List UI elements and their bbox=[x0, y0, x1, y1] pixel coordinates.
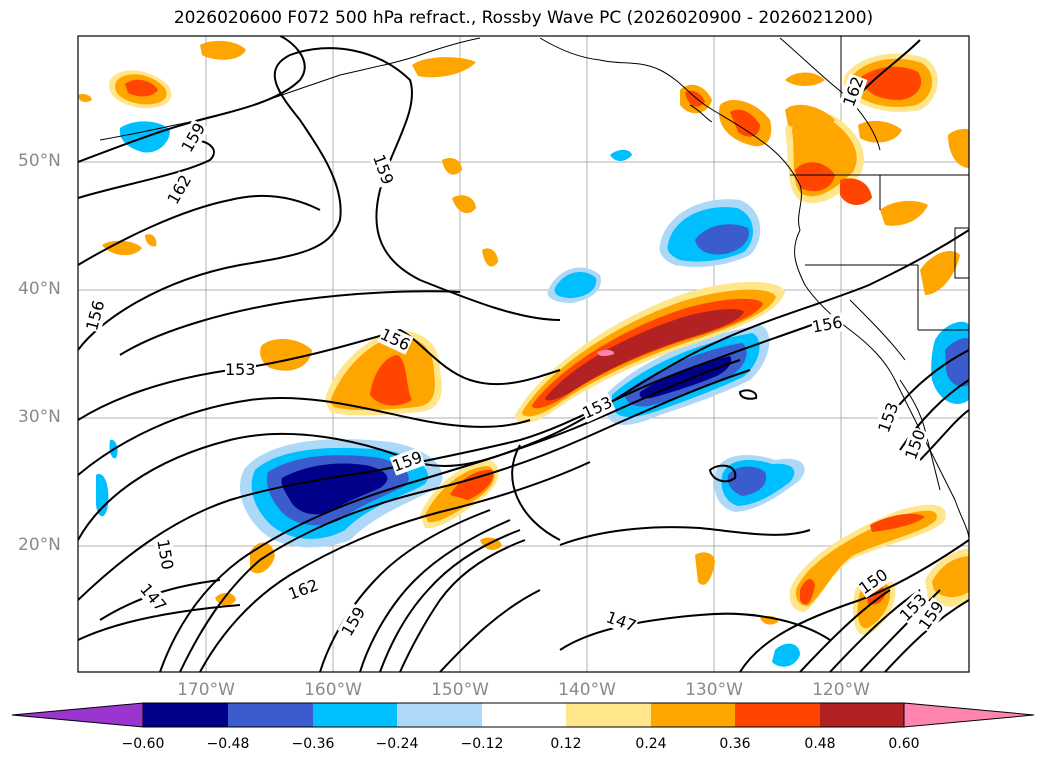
map-frame bbox=[77, 35, 970, 673]
colorbar-under-arrow bbox=[11, 702, 144, 728]
colorbar-tick: 0.48 bbox=[804, 736, 836, 752]
colorbar-tick: 0.60 bbox=[888, 736, 920, 752]
colorbar-tick: 0.12 bbox=[550, 736, 582, 752]
colorbar-tick: 0.36 bbox=[719, 736, 751, 752]
colorbar-tick: 0.24 bbox=[635, 736, 667, 752]
lat-label: 40°N bbox=[18, 279, 61, 299]
lon-label: 150°W bbox=[431, 680, 489, 700]
colorbar-tick: −0.60 bbox=[121, 736, 165, 752]
colorbar-bin bbox=[482, 703, 566, 727]
colorbar-bin bbox=[735, 703, 820, 727]
lon-label: 140°W bbox=[558, 680, 616, 700]
colorbar-tick: −0.48 bbox=[206, 736, 250, 752]
height-contours bbox=[78, 36, 969, 672]
lat-label: 20°N bbox=[18, 535, 61, 555]
lon-label: 160°W bbox=[304, 680, 362, 700]
colorbar-bin bbox=[228, 703, 313, 727]
colorbar-bin bbox=[820, 703, 904, 727]
colorbar-tick: −0.12 bbox=[460, 736, 504, 752]
lat-label: 30°N bbox=[18, 407, 61, 427]
colorbar-bin bbox=[566, 703, 651, 727]
colorbar-bin bbox=[313, 703, 397, 727]
lon-label: 130°W bbox=[685, 680, 743, 700]
colorbar-tick: −0.24 bbox=[375, 736, 419, 752]
lon-label: 120°W bbox=[812, 680, 870, 700]
lat-label: 50°N bbox=[18, 151, 61, 171]
colorbar-bin bbox=[143, 703, 228, 727]
political-boundaries bbox=[790, 36, 969, 361]
colorbar-bin bbox=[651, 703, 735, 727]
positive-anomaly-fill bbox=[78, 40, 969, 636]
contour-label: 153 bbox=[225, 360, 256, 379]
colorbar bbox=[11, 702, 1035, 728]
colorbar-tick: −0.36 bbox=[291, 736, 335, 752]
lon-label: 170°W bbox=[177, 680, 235, 700]
map-title: 2026020600 F072 500 hPa refract., Rossby… bbox=[173, 8, 874, 28]
colorbar-over-arrow bbox=[903, 702, 1035, 728]
colorbar-bin bbox=[397, 703, 482, 727]
